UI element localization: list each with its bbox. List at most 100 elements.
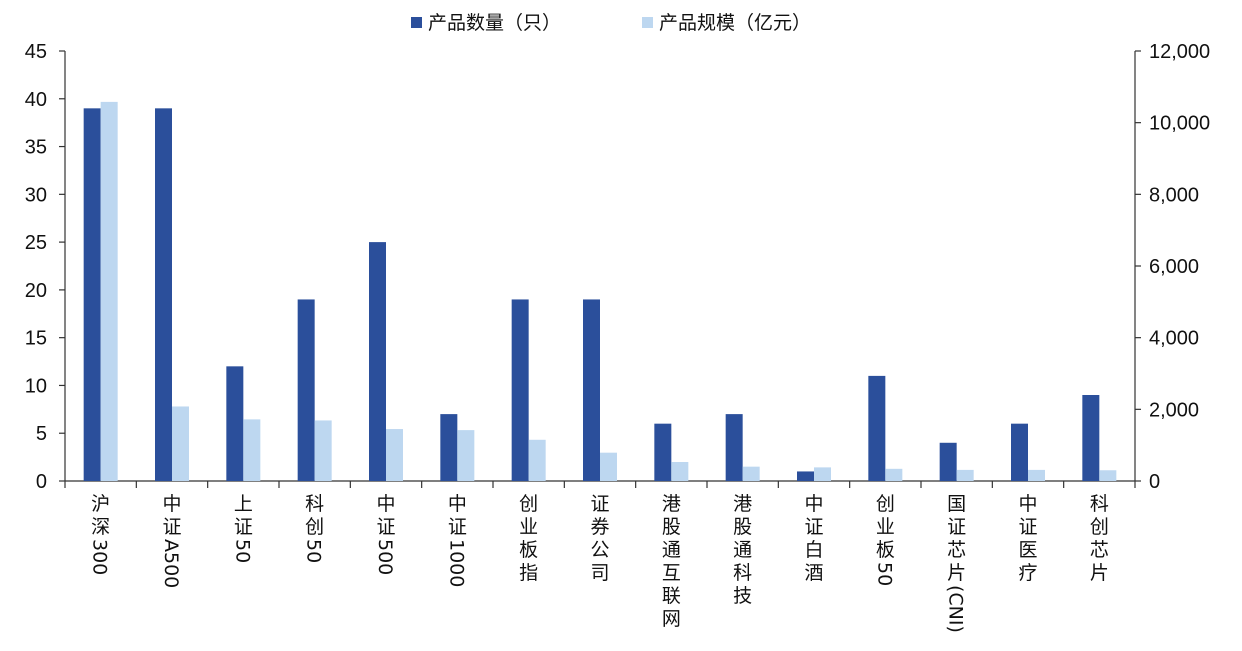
category-label-char: 酒	[804, 562, 823, 584]
category-label-char: 芯	[947, 539, 966, 561]
bar-scale	[528, 439, 546, 481]
category-label-run: 500	[374, 539, 396, 575]
category-label-char: 中	[1018, 493, 1037, 515]
category-label-char: 券	[590, 516, 609, 538]
left-y-tick-label: 5	[36, 423, 47, 445]
category-label-char: 创	[1090, 516, 1109, 538]
category-label-char: 港	[662, 493, 681, 515]
category-label-char: 业	[519, 516, 538, 538]
left-y-tick-label: 20	[25, 280, 47, 302]
bar-scale	[457, 430, 475, 481]
category-label-char: 互	[662, 562, 681, 584]
category-label-char: 中	[376, 493, 395, 515]
category-label-char: 芯	[1090, 539, 1109, 561]
bar-scale	[671, 462, 689, 481]
bar-count	[83, 108, 101, 481]
category-label-char: 港	[733, 493, 752, 515]
category-label-char: 股	[662, 516, 681, 538]
category-label-run: 1000	[445, 539, 467, 587]
category-label-char: 白	[804, 539, 823, 561]
bar-count	[1082, 395, 1100, 481]
category-label-char: 沪	[91, 493, 110, 515]
right-y-tick-label: 2,000	[1149, 399, 1199, 421]
bar-scale	[885, 468, 903, 481]
bar-count	[155, 108, 172, 481]
right-y-tick-label: 10,000	[1149, 113, 1210, 135]
category-label-char: 业	[876, 516, 895, 538]
category-label-char: 指	[519, 562, 538, 584]
category-label-char: 科	[733, 562, 752, 584]
category-label-char: 证	[1018, 516, 1037, 538]
bar-scale	[100, 101, 118, 481]
bar-scale	[243, 419, 261, 481]
bar-count	[868, 375, 886, 481]
left-y-tick-label: 40	[25, 89, 47, 111]
bar-count	[440, 414, 458, 481]
category-label-char: 创	[305, 516, 324, 538]
bar-scale	[172, 406, 189, 481]
left-y-tick-label: 30	[25, 184, 47, 206]
category-label-char: 中	[804, 493, 823, 515]
category-label-run: A500	[160, 539, 182, 588]
category-label-char: 证	[804, 516, 823, 538]
category-label-char: 科	[1090, 493, 1109, 515]
category-label-run: (CNI)	[945, 585, 967, 633]
bar-count	[583, 299, 600, 481]
right-y-tick-label: 6,000	[1149, 256, 1199, 278]
category-label-run: 50	[231, 539, 253, 563]
category-label-char: 片	[1090, 562, 1109, 584]
bar-count	[654, 423, 672, 481]
right-y-tick-label: 0	[1149, 471, 1160, 493]
left-y-tick-label: 0	[36, 471, 47, 493]
category-label-char: 板	[876, 539, 895, 561]
legend-label: 产品数量（只）	[428, 12, 561, 34]
legend: 产品数量（只） 产品规模（亿元）	[411, 12, 811, 34]
category-label-char: 疗	[1018, 562, 1037, 584]
legend-swatch	[642, 17, 653, 28]
category-label-char: 证	[376, 516, 395, 538]
legend-label: 产品规模（亿元）	[659, 12, 811, 34]
category-label-char: 中	[448, 493, 467, 515]
category-label-char: 司	[590, 562, 609, 584]
category-label-char: 科	[305, 493, 324, 515]
category-label-char: 医	[1018, 539, 1037, 561]
bar-count	[1011, 423, 1028, 481]
bar-scale	[956, 469, 974, 481]
left-y-tick-label: 15	[25, 328, 47, 350]
category-label-char: 中	[162, 493, 181, 515]
left-y-tick-label: 45	[25, 41, 47, 63]
category-label-char: 网	[662, 608, 681, 630]
right-y-tick-label: 8,000	[1149, 184, 1199, 206]
category-label-char: 上	[234, 493, 253, 515]
category-label-char: 国	[947, 493, 966, 515]
category-label-char: 股	[733, 516, 752, 538]
bar-scale	[1099, 470, 1117, 481]
bar-count	[797, 471, 814, 481]
bar-count	[226, 366, 244, 481]
category-label-char: 创	[876, 493, 895, 515]
category-label-char: 证	[590, 493, 609, 515]
category-label-char: 通	[733, 539, 752, 561]
category-label-char: 板	[519, 539, 538, 561]
bar-count	[297, 299, 315, 481]
category-labels: 沪深300中证A500上证50科创50中证500中证1000创业板指证券公司港股…	[89, 493, 1109, 633]
right-y-tick-label: 4,000	[1149, 328, 1199, 350]
left-y-tick-label: 10	[25, 375, 47, 397]
left-y-tick-label: 25	[25, 232, 47, 254]
bars	[83, 101, 1117, 481]
category-label-run: 50	[303, 539, 325, 563]
bar-scale	[742, 466, 760, 481]
category-label-char: 证	[234, 516, 253, 538]
bar-scale	[1028, 469, 1045, 481]
